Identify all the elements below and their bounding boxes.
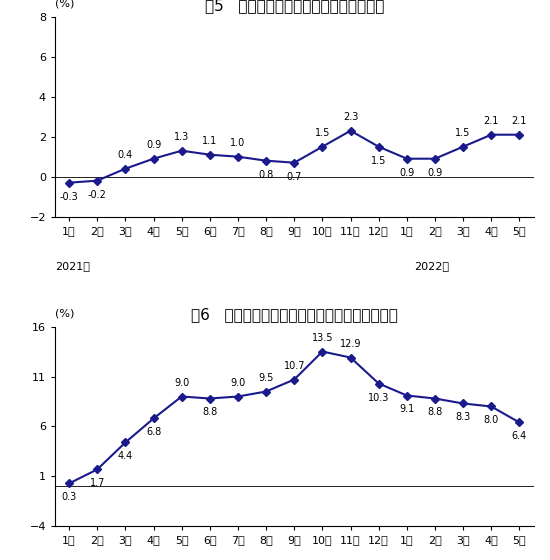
- Text: 0.3: 0.3: [62, 492, 76, 502]
- Text: 2022年: 2022年: [414, 260, 449, 270]
- Text: 10.3: 10.3: [368, 393, 389, 403]
- Text: -0.2: -0.2: [88, 190, 107, 200]
- Text: 9.0: 9.0: [174, 377, 189, 388]
- Text: 9.1: 9.1: [399, 404, 415, 414]
- Text: 8.3: 8.3: [455, 413, 471, 422]
- Text: 1.5: 1.5: [455, 128, 471, 138]
- Text: 13.5: 13.5: [312, 333, 333, 343]
- Text: 1.7: 1.7: [90, 478, 105, 488]
- Text: 0.9: 0.9: [427, 167, 443, 178]
- Text: 0.8: 0.8: [258, 170, 274, 180]
- Text: 1.0: 1.0: [230, 138, 246, 148]
- Text: 8.8: 8.8: [202, 408, 217, 418]
- Text: 2.3: 2.3: [343, 111, 358, 122]
- Text: 9.0: 9.0: [230, 377, 246, 388]
- Text: 2.1: 2.1: [512, 116, 527, 125]
- Text: 6.8: 6.8: [146, 427, 161, 437]
- Text: -0.3: -0.3: [60, 192, 79, 202]
- Text: 8.8: 8.8: [427, 408, 443, 418]
- Text: 0.4: 0.4: [118, 150, 133, 160]
- Text: 9.5: 9.5: [258, 372, 274, 382]
- Text: 1.1: 1.1: [202, 136, 217, 146]
- Text: 10.7: 10.7: [283, 361, 305, 371]
- Text: 4.4: 4.4: [118, 451, 133, 461]
- Text: 1.5: 1.5: [315, 128, 330, 138]
- Text: 0.9: 0.9: [399, 167, 415, 178]
- Title: 图6   工业生产者出厂价格上涨情况（月度同比）: 图6 工业生产者出厂价格上涨情况（月度同比）: [191, 307, 398, 323]
- Text: 2021年: 2021年: [55, 260, 90, 270]
- Text: (%): (%): [55, 309, 74, 319]
- Text: 12.9: 12.9: [340, 339, 361, 348]
- Text: 8.0: 8.0: [483, 416, 499, 426]
- Text: 0.7: 0.7: [287, 172, 302, 181]
- Title: 图5   居民消费价格上涨情况（月度同比）: 图5 居民消费价格上涨情况（月度同比）: [205, 0, 384, 13]
- Text: 6.4: 6.4: [512, 431, 527, 441]
- Text: (%): (%): [55, 0, 74, 9]
- Text: 1.3: 1.3: [174, 132, 189, 142]
- Text: 2.1: 2.1: [483, 116, 499, 125]
- Text: 0.9: 0.9: [146, 139, 161, 150]
- Text: 1.5: 1.5: [371, 156, 387, 166]
